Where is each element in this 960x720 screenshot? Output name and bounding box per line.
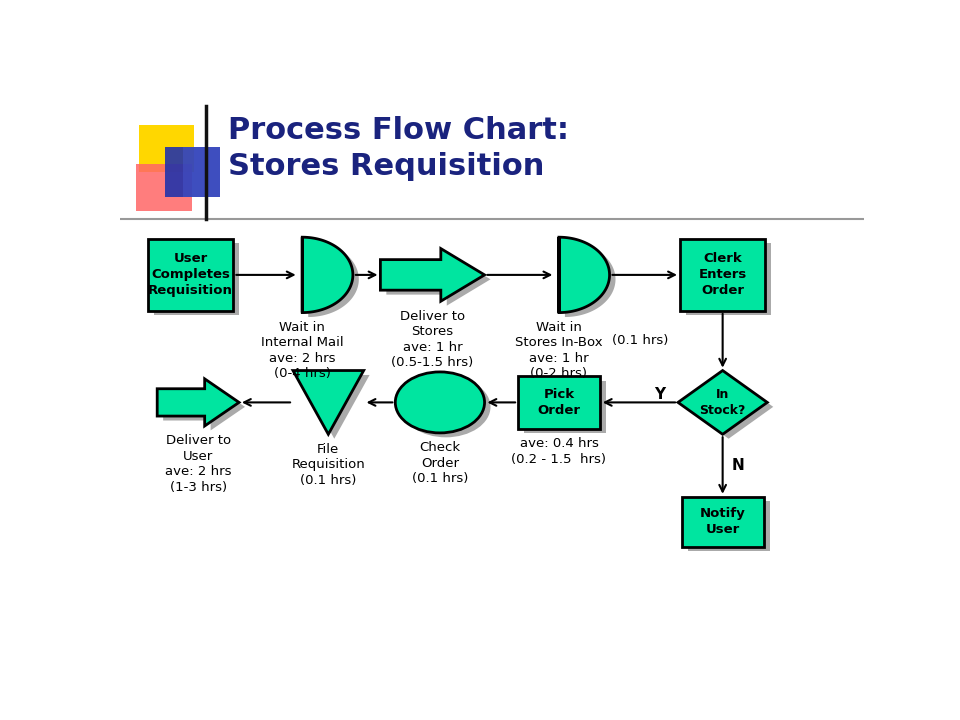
Polygon shape bbox=[564, 242, 615, 317]
Polygon shape bbox=[163, 383, 245, 431]
Text: User
Completes
Requisition: User Completes Requisition bbox=[148, 253, 233, 297]
Polygon shape bbox=[308, 242, 359, 317]
Text: Notify
User: Notify User bbox=[700, 507, 746, 536]
Text: File
Requisition
(0.1 hrs): File Requisition (0.1 hrs) bbox=[292, 443, 365, 487]
Polygon shape bbox=[157, 379, 239, 426]
FancyBboxPatch shape bbox=[154, 243, 239, 315]
Text: Wait in
Internal Mail
ave: 2 hrs
(0-4 hrs): Wait in Internal Mail ave: 2 hrs (0-4 hr… bbox=[261, 321, 344, 380]
Polygon shape bbox=[386, 253, 491, 306]
FancyBboxPatch shape bbox=[524, 380, 606, 433]
FancyBboxPatch shape bbox=[148, 239, 233, 311]
Text: Process Flow Chart:: Process Flow Chart: bbox=[228, 116, 569, 145]
Ellipse shape bbox=[401, 377, 491, 437]
FancyBboxPatch shape bbox=[518, 376, 600, 428]
Text: Deliver to
User
ave: 2 hrs
(1-3 hrs): Deliver to User ave: 2 hrs (1-3 hrs) bbox=[165, 434, 231, 494]
FancyBboxPatch shape bbox=[183, 148, 221, 197]
Text: Check
Order
(0.1 hrs): Check Order (0.1 hrs) bbox=[412, 441, 468, 485]
Polygon shape bbox=[299, 375, 370, 438]
FancyBboxPatch shape bbox=[165, 148, 221, 197]
Polygon shape bbox=[678, 371, 767, 434]
Polygon shape bbox=[380, 248, 485, 301]
Text: ave: 0.4 hrs
(0.2 - 1.5  hrs): ave: 0.4 hrs (0.2 - 1.5 hrs) bbox=[512, 437, 607, 466]
Text: Y: Y bbox=[654, 387, 665, 402]
Text: In
Stock?: In Stock? bbox=[700, 388, 746, 417]
Text: Stores Requisition: Stores Requisition bbox=[228, 153, 544, 181]
Text: Wait in
Stores In-Box
ave: 1 hr
(0-2 hrs): Wait in Stores In-Box ave: 1 hr (0-2 hrs… bbox=[516, 321, 603, 380]
Text: N: N bbox=[732, 458, 744, 473]
Ellipse shape bbox=[396, 372, 485, 433]
FancyBboxPatch shape bbox=[685, 243, 772, 315]
Text: (0.1 hrs): (0.1 hrs) bbox=[612, 334, 669, 347]
FancyBboxPatch shape bbox=[682, 497, 763, 546]
FancyBboxPatch shape bbox=[138, 125, 194, 172]
Polygon shape bbox=[684, 375, 773, 438]
Polygon shape bbox=[559, 237, 610, 312]
FancyBboxPatch shape bbox=[136, 164, 192, 211]
Polygon shape bbox=[293, 371, 364, 434]
Text: Pick
Order: Pick Order bbox=[538, 388, 581, 417]
FancyBboxPatch shape bbox=[680, 239, 765, 311]
Text: Deliver to
Stores
ave: 1 hr
(0.5-1.5 hrs): Deliver to Stores ave: 1 hr (0.5-1.5 hrs… bbox=[392, 310, 473, 369]
FancyBboxPatch shape bbox=[687, 501, 770, 551]
Text: Clerk
Enters
Order: Clerk Enters Order bbox=[699, 253, 747, 297]
Polygon shape bbox=[302, 237, 353, 312]
